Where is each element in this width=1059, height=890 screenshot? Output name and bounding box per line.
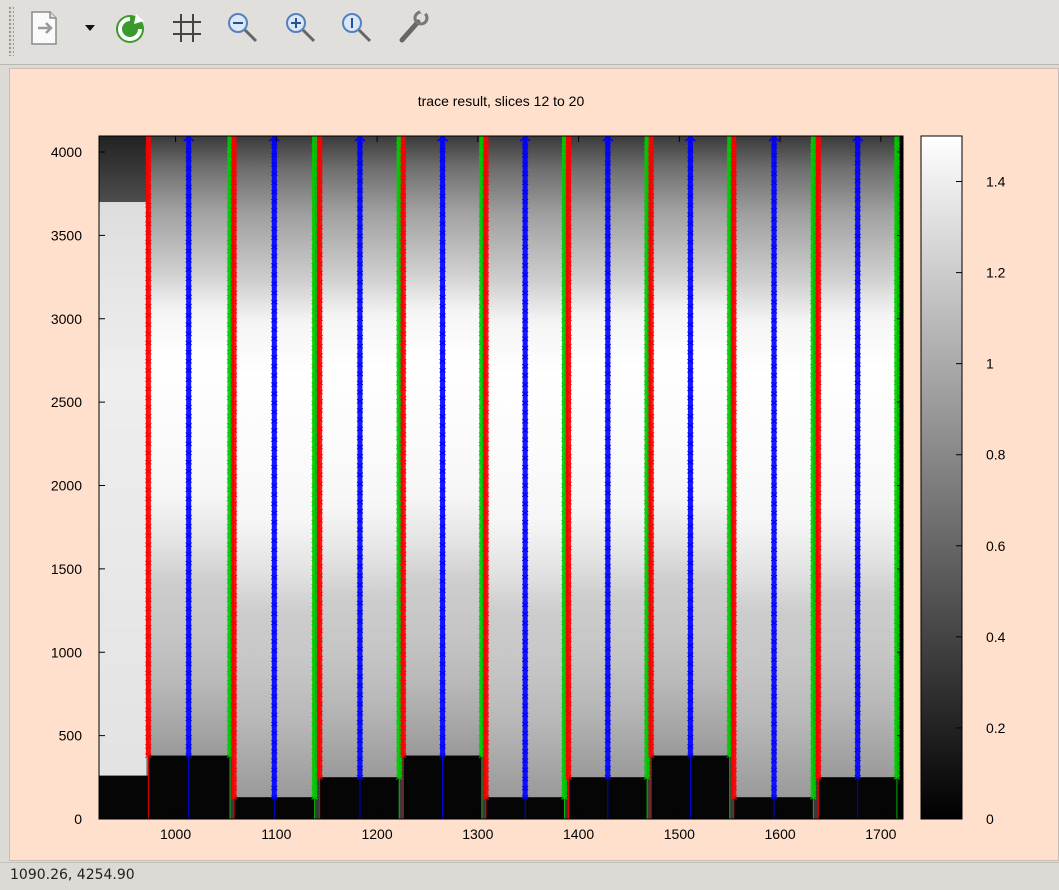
trace-center-top-marker-6 xyxy=(602,136,614,142)
toolbar-grip-handle[interactable] xyxy=(8,6,14,56)
trace-lines xyxy=(145,136,901,819)
trace-center-2 xyxy=(271,136,278,819)
toolbar xyxy=(0,0,1059,65)
trace-center-top-marker-2 xyxy=(268,136,280,142)
x-tick-label-1000: 1000 xyxy=(160,826,191,842)
status-bar: 1090.26, 4254.90 xyxy=(0,862,1059,890)
trace-left-1 xyxy=(145,136,152,819)
y-tick-label-2000: 2000 xyxy=(51,478,82,494)
axes: 1000 1100 1200 1300 1400 1500 1600 1700 0 500 1000… xyxy=(51,136,903,842)
y-tick-label-1500: 1500 xyxy=(51,561,82,577)
x-tick-label-1500: 1500 xyxy=(664,826,695,842)
x-tick-label-1100: 1100 xyxy=(261,826,291,842)
trace-result-chart[interactable]: trace result, slices 12 to 20 1000 1100 12… xyxy=(10,69,1059,862)
slice-dark-bottom-8 xyxy=(733,797,814,819)
x-tick-label-1400: 1400 xyxy=(563,826,594,842)
slice-dark-bottom-3 xyxy=(319,777,400,819)
trace-left-7 xyxy=(647,136,655,819)
trace-center-top-marker-5 xyxy=(519,136,531,142)
trace-center-top-marker-8 xyxy=(768,136,780,142)
trace-center-top-marker-9 xyxy=(852,136,864,142)
trace-right-2 xyxy=(311,136,318,819)
y-tick-label-0: 0 xyxy=(74,811,82,827)
export-document-icon[interactable] xyxy=(24,8,64,48)
image-gap-left-bright xyxy=(99,202,147,776)
trace-left-8 xyxy=(730,136,738,819)
trace-center-5 xyxy=(521,136,529,819)
plot-area[interactable]: trace result, slices 12 to 20 1000 1100 12… xyxy=(9,68,1059,861)
refresh-icon[interactable] xyxy=(110,8,150,48)
trace-center-3 xyxy=(356,136,364,819)
trace-left-3 xyxy=(316,136,323,819)
y-tick-label-4000: 4000 xyxy=(51,144,82,160)
trace-center-4 xyxy=(439,136,446,819)
colorbar-tick-label-0.6: 0.6 xyxy=(986,538,1006,554)
trace-left-2 xyxy=(230,136,238,819)
grid-icon[interactable] xyxy=(167,8,207,48)
colorbar-tick-label-0: 0 xyxy=(986,811,994,827)
trace-center-top-marker-4 xyxy=(437,136,449,142)
image-gap-left-dark xyxy=(99,775,149,819)
colorbar-tick-label-1.4: 1.4 xyxy=(986,174,1006,190)
trace-left-4 xyxy=(399,136,407,819)
trace-center-top-marker-3 xyxy=(354,136,366,142)
cursor-coordinates: 1090.26, 4254.90 xyxy=(10,867,135,883)
slice-dark-bottom-1 xyxy=(148,755,230,819)
trace-left-5 xyxy=(482,136,490,819)
trace-right-1 xyxy=(226,136,234,819)
colorbar-tick-label-0.2: 0.2 xyxy=(986,720,1006,736)
trace-center-top-marker-7 xyxy=(684,136,696,142)
trace-center-9 xyxy=(854,136,861,819)
chevron-down-icon[interactable] xyxy=(80,8,100,48)
colorbar-gradient xyxy=(920,135,963,820)
y-tick-label-500: 500 xyxy=(59,728,83,744)
y-tick-label-3500: 3500 xyxy=(51,227,82,243)
trace-left-6 xyxy=(565,136,572,819)
y-tick-label-2500: 2500 xyxy=(51,394,82,410)
trace-center-7 xyxy=(687,136,694,819)
colorbar: 0 0.2 0.4 0.6 0.8 1 1.2 1.4 xyxy=(920,135,1006,827)
trace-center-top-marker-1 xyxy=(183,136,195,142)
wrench-icon[interactable] xyxy=(392,8,432,48)
trace-left-9 xyxy=(815,136,822,819)
x-tick-label-1300: 1300 xyxy=(462,826,493,842)
plot-border xyxy=(98,135,904,820)
colorbar-tick-label-0.4: 0.4 xyxy=(986,629,1006,645)
colorbar-tick-label-1: 1 xyxy=(986,356,994,372)
trace-center-1 xyxy=(185,136,192,819)
trace-center-6 xyxy=(604,136,612,819)
y-tick-label-1000: 1000 xyxy=(51,644,82,660)
colorbar-tick-label-1.2: 1.2 xyxy=(986,265,1006,281)
x-tick-label-1700: 1700 xyxy=(865,826,896,842)
x-tick-label-1200: 1200 xyxy=(361,826,392,842)
colorbar-tick-label-0.8: 0.8 xyxy=(986,447,1006,463)
zoom-in-icon[interactable] xyxy=(280,8,320,48)
heatmap-image xyxy=(99,136,903,819)
x-tick-label-1600: 1600 xyxy=(765,826,796,842)
trace-center-8 xyxy=(770,136,778,819)
trace-right-8 xyxy=(810,136,817,819)
zoom-reset-icon[interactable] xyxy=(336,8,376,48)
chart-title: trace result, slices 12 to 20 xyxy=(418,93,585,109)
y-tick-label-3000: 3000 xyxy=(51,311,82,327)
trace-right-9 xyxy=(893,136,901,819)
zoom-out-icon[interactable] xyxy=(222,8,262,48)
